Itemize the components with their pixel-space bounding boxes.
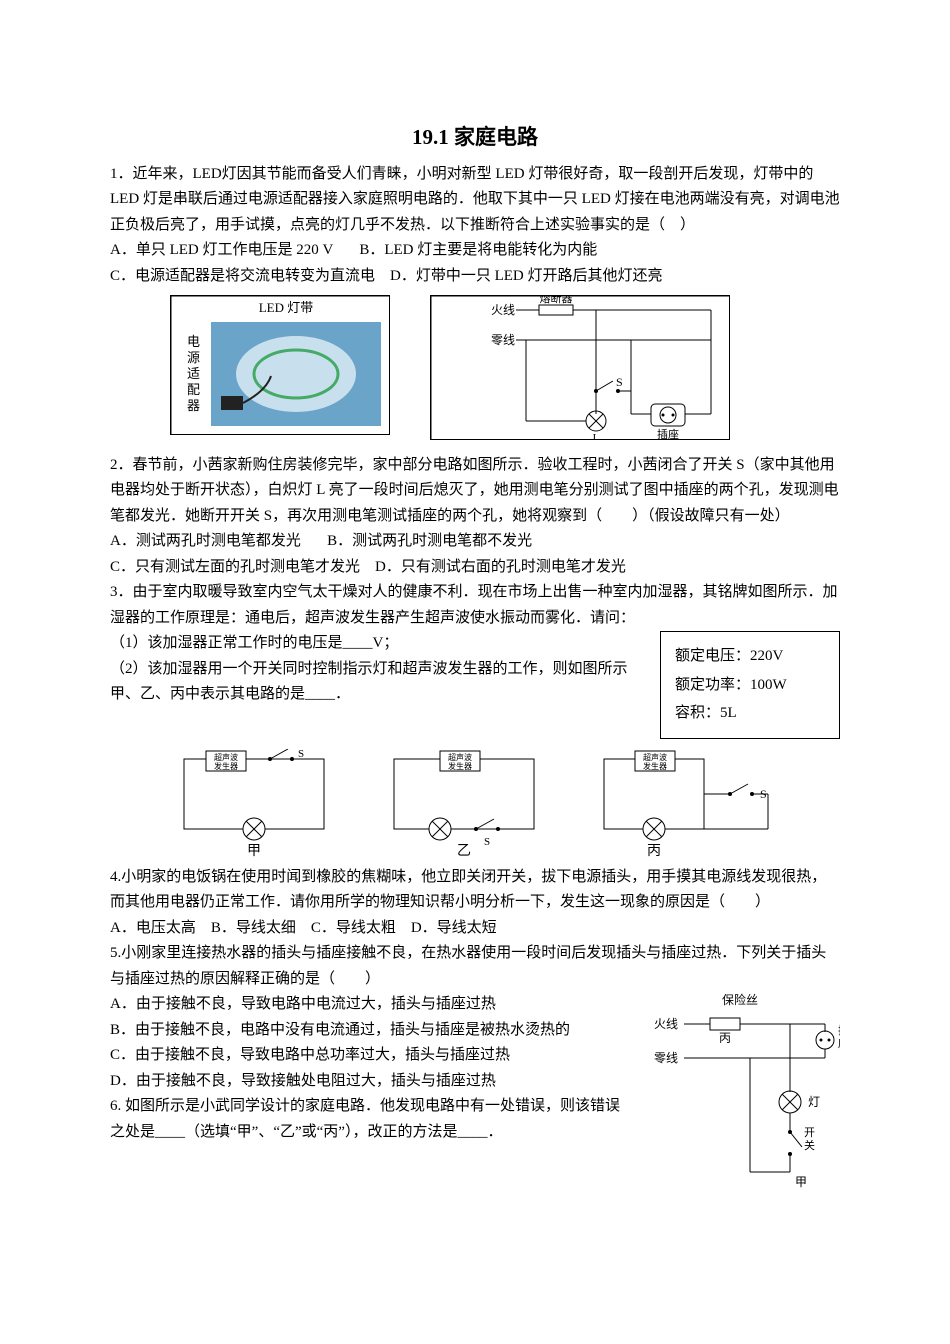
label-jia: 甲 — [247, 844, 261, 859]
q5-opt-a: A．由于接触不良，导致电路中电流过大，插头与插座过热 — [110, 992, 630, 1018]
nameplate-l2: 额定功率：100W — [675, 671, 825, 700]
gen-bing1: 超声波 — [643, 752, 667, 762]
q2-opt-c: C．只有测试左面的孔时测电笔才发光 — [110, 559, 360, 575]
q5-opt-c: C．由于接触不良，导致电路中总功率过大，插头与插座过热 — [110, 1043, 630, 1069]
q6-socket-label2: 座 — [838, 1036, 840, 1050]
s-jia: S — [298, 749, 304, 760]
page-title: 19.1 家庭电路 — [110, 120, 840, 156]
fuse-label: 熔断器 — [540, 295, 573, 305]
live-label: 火线 — [491, 303, 515, 317]
q3-sub1: （1）该加湿器正常工作时的电压是____V； — [110, 631, 648, 657]
q3-sub2: （2）该加湿器用一个开关同时控制指示灯和超声波发生器的工作，则如图所示甲、乙、丙… — [110, 657, 648, 708]
q6-lamp: 灯 — [808, 1095, 820, 1109]
circuit-yi: 超声波 发生器 S 乙 — [380, 749, 550, 859]
q6-switch-l2: 关 — [804, 1138, 815, 1152]
q2-stem: 2．春节前，小茜家新购住房装修完毕，家中部分电路如图所示．验收工程时，小茜闭合了… — [110, 453, 840, 530]
neutral-label: 零线 — [491, 333, 515, 347]
q1-option-row1: A．单只 LED 灯工作电压是 220 V B．LED 灯主要是将电能转化为内能 — [110, 238, 840, 264]
q6-live: 火线 — [654, 1017, 678, 1031]
gen-yi2: 发生器 — [448, 761, 472, 771]
circuit-jia: 超声波 发生器 S 甲 — [170, 749, 340, 859]
switch-s-label: S — [616, 375, 623, 389]
q1-option-row2: C．电源适配器是将交流电转变为直流电 D．灯带中一只 LED 灯开路后其他灯还亮 — [110, 264, 840, 290]
gen-yi1: 超声波 — [448, 752, 472, 762]
adapter-char1: 电 — [187, 334, 200, 349]
circuit-bing: 超声波 发生器 S 丙 — [590, 749, 780, 859]
adapter-char5: 器 — [187, 398, 200, 413]
q6-fuse-label: 保险丝 — [722, 992, 758, 1007]
q4-opts: A．电压太高 B．导线太细 C．导线太粗 D．导线太短 — [110, 916, 840, 942]
gen-jia1: 超声波 — [214, 752, 238, 762]
adapter-char3: 适 — [187, 366, 200, 381]
q2-row1: A．测试两孔时测电笔都发光 B．测试两孔时测电笔都不发光 — [110, 529, 840, 555]
q2-opt-a: A．测试两孔时测电笔都发光 — [110, 533, 301, 549]
q6-socket-label: 插 — [838, 1023, 840, 1037]
q6-jia: 甲 — [795, 1175, 807, 1189]
q1-opt-a: A．单只 LED 灯工作电压是 220 V — [110, 242, 333, 258]
nameplate-l1: 额定电压：220V — [675, 642, 825, 671]
q1-q2-circuit: 火线 熔断器 零线 S L 插座 — [430, 295, 730, 440]
q1-opt-c: C．电源适配器是将交流电转变为直流电 — [110, 268, 375, 284]
q1-stem: 1．近年来，LED灯因其节能而备受人们青睐，小明对新型 LED 灯带很好奇，取一… — [110, 162, 840, 239]
q3-circuits: 超声波 发生器 S 甲 超声波 发生器 S 乙 超声波 发生器 — [110, 749, 840, 859]
gen-jia2: 发生器 — [214, 761, 238, 771]
q1-opt-d: D．灯带中一只 LED 灯开路后其他灯还亮 — [390, 268, 663, 284]
q5-row: A．由于接触不良，导致电路中电流过大，插头与插座过热 B．由于接触不良，电路中没… — [110, 992, 840, 1192]
nameplate-l3: 容积：5L — [675, 699, 825, 728]
q2-row2: C．只有测试左面的孔时测电笔才发光 D．只有测试右面的孔时测电笔才发光 — [110, 555, 840, 581]
q6-bing: 丙 — [719, 1031, 731, 1045]
q3-row: （1）该加湿器正常工作时的电压是____V； （2）该加湿器用一个开关同时控制指… — [110, 631, 840, 739]
q1-led-photo: LED 灯带 电 源 适 配 器 — [170, 295, 390, 435]
q6-stem: 6. 如图所示是小武同学设计的家庭电路．他发现电路中有一处错误，则该错误之处是_… — [110, 1094, 630, 1145]
q6-circuit: 保险丝 火线 丙 零线 插 座 乙 灯 开 关 甲 — [640, 992, 840, 1192]
socket-label: 插座 — [657, 427, 679, 440]
adapter-char2: 源 — [187, 350, 200, 365]
q1-opt-b: B．LED 灯主要是将电能转化为内能 — [359, 242, 597, 258]
q6-neutral: 零线 — [654, 1051, 678, 1065]
adapter-box — [221, 396, 243, 410]
adapter-char4: 配 — [187, 382, 200, 397]
nameplate: 额定电压：220V 额定功率：100W 容积：5L — [660, 631, 840, 739]
led-strip-label: LED 灯带 — [259, 300, 314, 315]
q6-switch-l1: 开 — [804, 1127, 815, 1139]
gen-bing2: 发生器 — [643, 761, 667, 771]
label-bing: 丙 — [647, 844, 661, 859]
q5-opt-d: D．由于接触不良，导致接触处电阻过大，插头与插座过热 — [110, 1069, 630, 1095]
q4-stem: 4.小明家的电饭锅在使用时闻到橡胶的焦糊味，他立即关闭开关，拔下电源插头，用手摸… — [110, 865, 840, 916]
q1-figures: LED 灯带 电 源 适 配 器 火线 熔断器 零线 — [110, 295, 840, 445]
q2-opt-d: D．只有测试右面的孔时测电笔才发光 — [375, 559, 626, 575]
q2-opt-b: B．测试两孔时测电笔都不发光 — [327, 533, 532, 549]
lamp-l-label: L — [593, 432, 600, 440]
q3-line1: 3．由于室内取暖导致室内空气太干燥对人的健康不利．现在市场上出售一种室内加湿器，… — [110, 580, 840, 631]
q5-stem: 5.小刚家里连接热水器的插头与插座接触不良，在热水器使用一段时间后发现插头与插座… — [110, 941, 840, 992]
q5-opt-b: B．由于接触不良，电路中没有电流通过，插头与插座是被热水烫热的 — [110, 1018, 630, 1044]
label-yi: 乙 — [457, 843, 471, 859]
s-yi: S — [484, 836, 490, 848]
